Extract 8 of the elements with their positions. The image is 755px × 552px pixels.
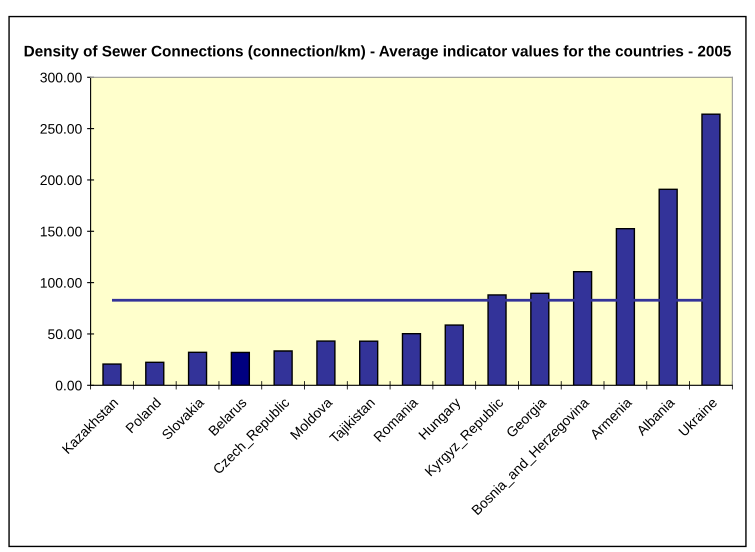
y-tick-label: 100.00 bbox=[40, 278, 82, 288]
chart-title: Density of Sewer Connections (connection/km) - Average indicator values for the countries - 2005 bbox=[24, 45, 731, 60]
y-tick-label: 50.00 bbox=[48, 329, 82, 340]
y-tick-label: 0.00 bbox=[56, 380, 82, 390]
y-tick-label: 250.00 bbox=[40, 124, 82, 134]
y-tick-label: 200.00 bbox=[40, 175, 82, 186]
y-tick-label: 300.00 bbox=[40, 72, 82, 82]
y-tick-label: 150.00 bbox=[40, 226, 82, 236]
